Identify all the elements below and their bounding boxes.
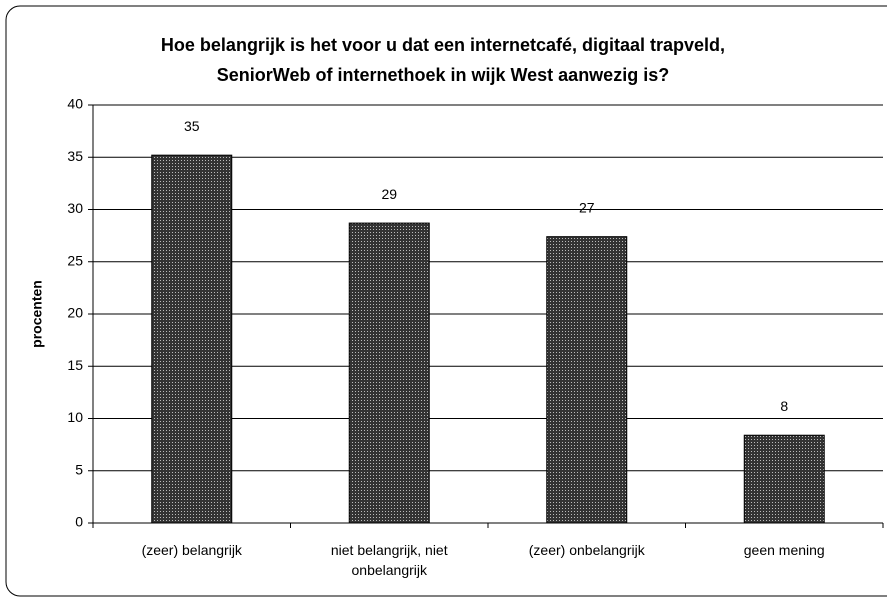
bar <box>546 236 628 524</box>
y-tick-label: 40 <box>67 96 83 112</box>
x-tick-label: geen mening <box>743 542 825 558</box>
x-tick-label: (zeer) onbelangrijk <box>528 542 645 558</box>
y-axis-label: procenten <box>29 280 45 348</box>
bar <box>348 222 430 524</box>
data-label: 35 <box>184 118 200 134</box>
y-tick-label: 5 <box>75 461 83 477</box>
y-tick-label: 10 <box>67 409 83 425</box>
chart-title: Hoe belangrijk is het voor u dat een int… <box>160 35 726 85</box>
y-tick-label: 20 <box>67 305 83 321</box>
data-label: 29 <box>381 186 397 202</box>
x-tick-label: niet belangrijk, niet onbelangrijk <box>330 542 448 578</box>
y-tick-label: 0 <box>75 514 83 530</box>
y-tick-label: 35 <box>67 148 83 164</box>
y-tick-label: 25 <box>67 252 83 268</box>
x-tick-label: (zeer) belangrijk <box>141 542 242 558</box>
y-tick-label: 15 <box>67 357 83 373</box>
y-tick-label: 30 <box>67 200 83 216</box>
chart-border <box>5 5 887 597</box>
data-label: 27 <box>579 199 595 215</box>
bar <box>151 154 233 524</box>
data-label: 8 <box>780 398 788 414</box>
bar <box>743 434 825 524</box>
